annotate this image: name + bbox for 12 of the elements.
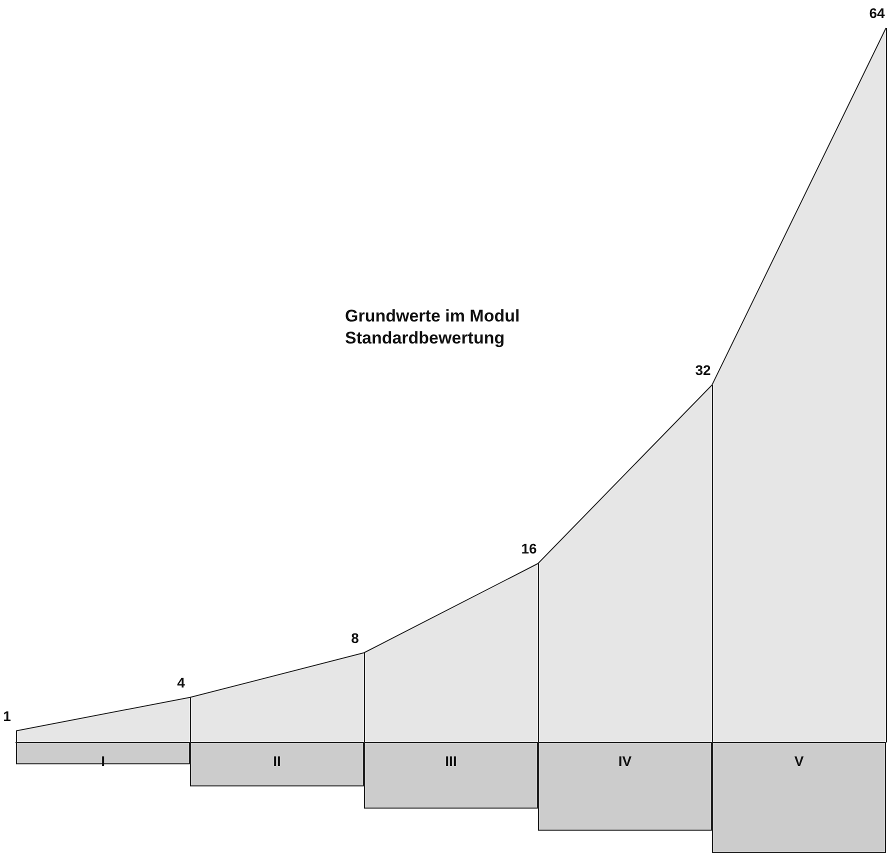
x-tick-label: V — [794, 753, 804, 769]
x-tick-label: IV — [618, 753, 632, 769]
x-tick-label: I — [101, 753, 105, 769]
text: Grundwerte im Modul Standardbewertung — [345, 306, 520, 348]
data-label: 64 — [869, 5, 885, 21]
x-tick-label: III — [445, 753, 457, 769]
data-label: 4 — [177, 674, 186, 690]
data-label: 16 — [521, 540, 537, 556]
x-tick-label: II — [273, 753, 281, 769]
data-label: 1 — [3, 708, 12, 724]
data-label: 32 — [695, 362, 711, 378]
data-label: 8 — [351, 630, 360, 646]
